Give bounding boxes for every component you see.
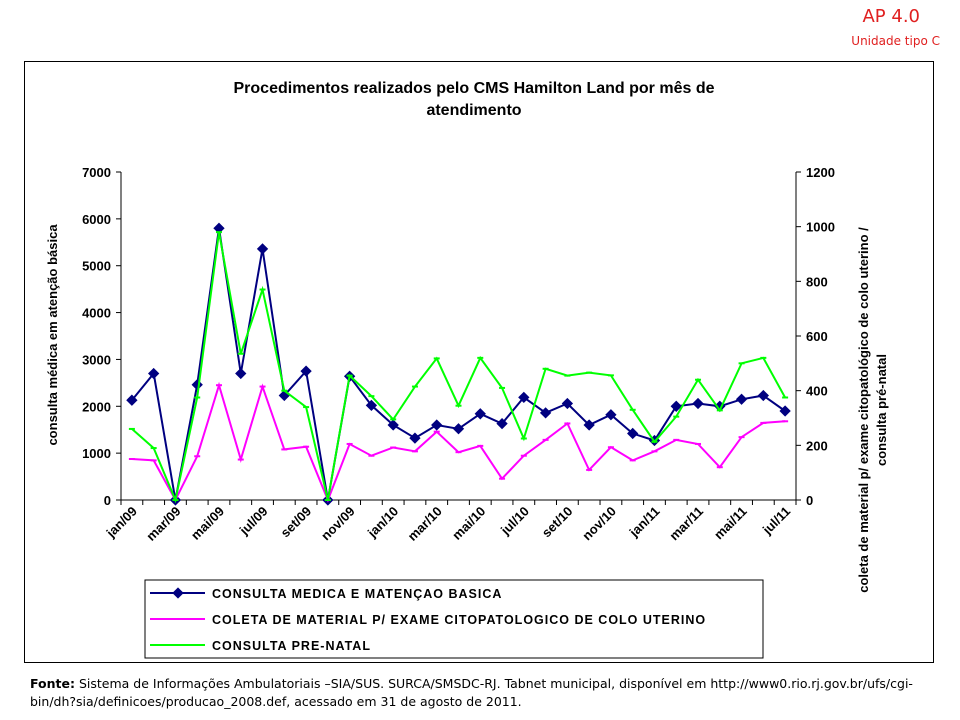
series-1-point: [148, 367, 160, 380]
series-1-point: [757, 389, 769, 402]
series-1: [126, 222, 791, 506]
y-right-tick-label: 200: [806, 438, 828, 453]
x-tick-label: mai/10: [449, 504, 488, 543]
y-axis-left-label: consulta médica em atenção básica: [45, 224, 60, 446]
x-tick-label: jul/11: [759, 504, 793, 538]
chart-title-line1: Procedimentos realizados pelo CMS Hamilt…: [234, 80, 715, 97]
series-1-point: [496, 417, 508, 430]
x-tick-label: set/09: [278, 504, 315, 541]
axes: 0 1000 2000 3000 4000 5000 6000 7000 0 200 400 600 8…: [82, 165, 835, 544]
series-1-point: [692, 397, 704, 410]
y-right-tick-label: 0: [806, 493, 813, 508]
legend-label: CONSULTA PRE-NATAL: [212, 639, 371, 653]
series-1-point: [365, 399, 378, 412]
x-tick-label: jan/11: [626, 504, 663, 541]
y-right-tick-label: 800: [806, 274, 828, 289]
x-tick-label: mar/10: [405, 504, 445, 544]
y-right-tick-label: 1200: [806, 165, 835, 180]
x-tick-label: mai/11: [711, 504, 750, 543]
series-1-point: [583, 419, 595, 431]
series-1-point: [452, 423, 465, 435]
x-tick-label: jan/09: [103, 504, 140, 541]
y-left-tick-label: 5000: [82, 259, 111, 274]
series-1-point: [518, 391, 530, 404]
y-right-tick-label: 400: [806, 384, 828, 399]
y-left-tick-label: 2000: [82, 399, 111, 414]
series-1-point: [561, 397, 574, 410]
x-tick-label: set/10: [539, 504, 576, 541]
ap-label: AP 4.0: [862, 6, 920, 27]
source-prefix: Fonte:: [30, 676, 75, 691]
y-left-tick-label: 4000: [82, 306, 111, 321]
unit-type-label: Unidade tipo C: [851, 34, 940, 48]
y-left-tick-label: 7000: [82, 165, 111, 180]
series-1-point: [256, 243, 269, 255]
y-left-tick-label: 0: [104, 493, 111, 508]
y-right-tick-label: 600: [806, 329, 828, 344]
series-1-point: [735, 393, 748, 405]
series-1-point: [627, 427, 639, 440]
legend-entry-1: CONSULTA MEDICA E MATENÇAO BASICA: [150, 587, 502, 601]
series-3-line: [131, 231, 786, 504]
series-3: [128, 231, 789, 504]
series-group: [126, 222, 791, 506]
series-2: [128, 381, 789, 503]
x-tick-label: jan/10: [364, 504, 401, 541]
source-note: Fonte: Sistema de Informações Ambulatori…: [30, 675, 930, 711]
x-tick-label: nov/09: [318, 504, 358, 544]
series-1-point: [779, 405, 791, 417]
series-1-point: [213, 222, 225, 234]
source-text: Sistema de Informações Ambulatoriais –SI…: [30, 676, 913, 709]
series-1-point: [387, 419, 399, 431]
series-1-point: [474, 408, 486, 420]
y-right-tick-label: 1000: [806, 220, 835, 235]
legend-marker: [172, 587, 184, 599]
legend-entry-3: CONSULTA PRE-NATAL: [150, 639, 371, 653]
series-1-point: [235, 367, 247, 380]
y-left-tick-label: 1000: [82, 446, 111, 461]
legend-label: CONSULTA MEDICA E MATENÇAO BASICA: [212, 587, 502, 601]
legend-label: COLETA DE MATERIAL P/ EXAME CITOPATOLOGI…: [212, 613, 706, 627]
series-2-line: [131, 381, 786, 503]
series-1-point: [300, 365, 312, 377]
legend-entry-2: COLETA DE MATERIAL P/ EXAME CITOPATOLOGI…: [150, 613, 706, 627]
x-tick-label: jul/09: [236, 504, 271, 539]
y-left-tick-label: 6000: [82, 212, 111, 227]
series-1-point: [605, 409, 617, 421]
legend-box: [144, 579, 764, 659]
y-axis-right-label-line1: coleta de material p/ exame citopatológi…: [856, 227, 871, 593]
y-axis-right-label-line2: consulta pré-natal: [874, 354, 889, 466]
series-1-line: [131, 228, 786, 501]
series-1-point: [539, 407, 552, 419]
series-1-point: [409, 432, 421, 444]
series-1-point: [670, 400, 682, 412]
x-tick-label: mar/11: [666, 504, 706, 544]
x-tick-label: mar/09: [143, 504, 183, 544]
chart-title-line2: atendimento: [426, 102, 521, 119]
series-1-point: [191, 379, 203, 391]
x-tick-label: mai/09: [188, 504, 227, 543]
x-tick-label: jul/10: [497, 504, 532, 539]
y-left-tick-label: 3000: [82, 352, 111, 367]
legend: CONSULTA MEDICA E MATENÇAO BASICA COLETA …: [144, 579, 764, 659]
series-1-point: [431, 419, 443, 431]
x-tick-label: nov/10: [579, 504, 619, 544]
